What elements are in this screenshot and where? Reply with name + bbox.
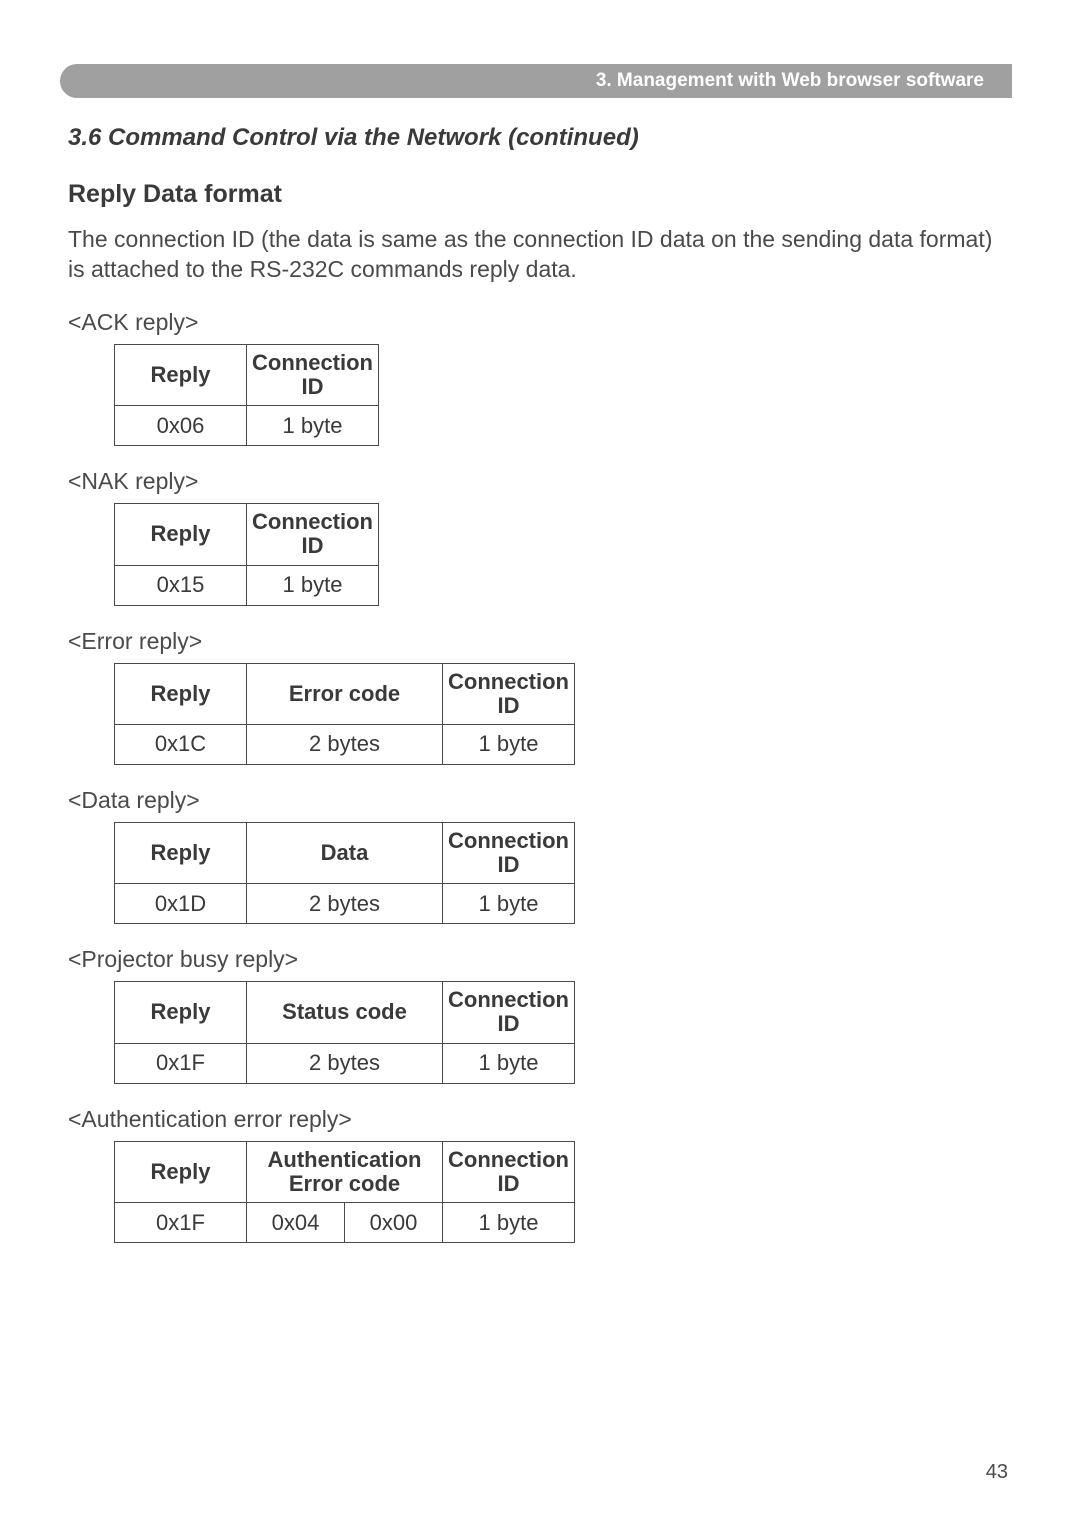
auth-table: Reply Authentication Error code Connecti… [114, 1141, 575, 1243]
subheading: Reply Data format [68, 180, 1012, 209]
section-title: 3.6 Command Control via the Network (con… [68, 124, 1012, 152]
col-reply: Reply [115, 344, 247, 405]
data-label: <Data reply> [68, 787, 1012, 814]
busy-label: <Projector busy reply> [68, 946, 1012, 973]
col-conn: Connection ID [443, 982, 575, 1043]
error-value: 0x1C [115, 724, 247, 764]
auth-b2: 0x00 [345, 1203, 443, 1243]
ack-value: 0x06 [115, 406, 247, 446]
auth-value: 0x1F [115, 1203, 247, 1243]
col-data: Data [247, 822, 443, 883]
intro-text: The connection ID (the data is same as t… [68, 225, 1012, 285]
data-value: 0x1D [115, 884, 247, 924]
page-number: 43 [986, 1461, 1008, 1484]
col-reply: Reply [115, 1141, 247, 1202]
col-reply: Reply [115, 822, 247, 883]
col-conn: Connection ID [443, 663, 575, 724]
col-reply: Reply [115, 663, 247, 724]
busy-table: Reply Status code Connection ID 0x1F 2 b… [114, 981, 575, 1083]
data-conn: 1 byte [443, 884, 575, 924]
busy-len: 2 bytes [247, 1043, 443, 1083]
nak-value: 0x15 [115, 565, 247, 605]
col-conn: Connection ID [247, 344, 379, 405]
col-error: Error code [247, 663, 443, 724]
header-title: 3. Management with Web browser software [596, 70, 984, 92]
header-bar: 3. Management with Web browser software [60, 64, 1012, 98]
nak-conn: 1 byte [247, 565, 379, 605]
auth-conn: 1 byte [443, 1203, 575, 1243]
col-conn: Connection ID [443, 822, 575, 883]
auth-b1: 0x04 [247, 1203, 345, 1243]
data-table: Reply Data Connection ID 0x1D 2 bytes 1 … [114, 822, 575, 924]
nak-label: <NAK reply> [68, 468, 1012, 495]
error-table: Reply Error code Connection ID 0x1C 2 by… [114, 663, 575, 765]
ack-conn: 1 byte [247, 406, 379, 446]
nak-table: Reply Connection ID 0x15 1 byte [114, 503, 379, 605]
col-reply: Reply [115, 982, 247, 1043]
auth-label: <Authentication error reply> [68, 1106, 1012, 1133]
col-status: Status code [247, 982, 443, 1043]
col-conn: Connection ID [443, 1141, 575, 1202]
ack-table: Reply Connection ID 0x06 1 byte [114, 344, 379, 446]
data-len: 2 bytes [247, 884, 443, 924]
col-auth: Authentication Error code [247, 1141, 443, 1202]
error-label: <Error reply> [68, 628, 1012, 655]
busy-value: 0x1F [115, 1043, 247, 1083]
error-conn: 1 byte [443, 724, 575, 764]
error-len: 2 bytes [247, 724, 443, 764]
col-conn: Connection ID [247, 504, 379, 565]
busy-conn: 1 byte [443, 1043, 575, 1083]
ack-label: <ACK reply> [68, 309, 1012, 336]
col-reply: Reply [115, 504, 247, 565]
